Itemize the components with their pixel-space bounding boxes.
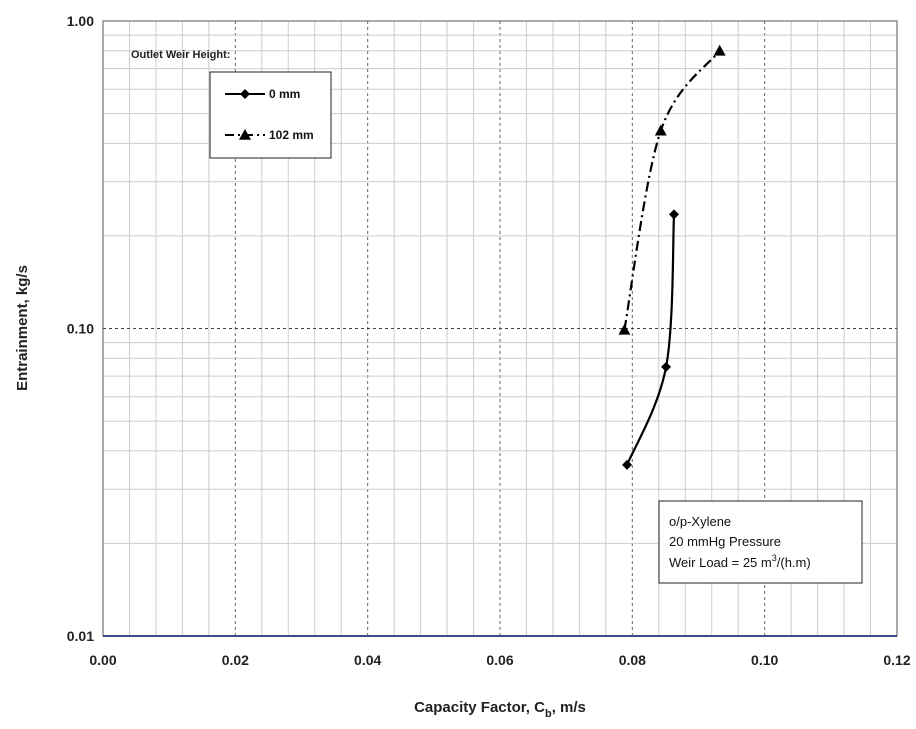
series-1-marker — [622, 459, 633, 470]
series-2-marker — [654, 124, 667, 136]
y-tick-label: 0.10 — [67, 321, 94, 337]
legend-title: Outlet Weir Height: — [131, 49, 230, 61]
series-2-marker — [618, 323, 631, 335]
y-axis-title: Entrainment, kg/s — [14, 265, 31, 391]
x-tick-label: 0.12 — [883, 652, 910, 668]
legend-marker-2 — [239, 129, 251, 140]
legend-marker-1 — [240, 89, 250, 99]
series-layer — [618, 44, 726, 470]
series-line-2 — [623, 50, 721, 331]
x-tick-label: 0.10 — [751, 652, 778, 668]
legend-label-1: 0 mm — [269, 87, 300, 101]
series-2-marker — [713, 44, 726, 56]
y-tick-label: 0.01 — [67, 628, 94, 644]
annotation-line-2: 20 mmHg Pressure — [669, 534, 781, 549]
legend-box: 0 mm 102 mm — [209, 71, 332, 159]
annotation-box: o/p-Xylene 20 mmHg Pressure Weir Load = … — [658, 500, 863, 584]
x-tick-label: 0.02 — [222, 652, 249, 668]
annotation-line-1: o/p-Xylene — [669, 514, 731, 529]
series-1-marker — [661, 361, 672, 372]
x-tick-label: 0.06 — [486, 652, 513, 668]
x-tick-label: 0.00 — [89, 652, 116, 668]
y-tick-label: 1.00 — [67, 13, 94, 29]
legend-label-2: 102 mm — [269, 128, 314, 142]
x-axis-title: Capacity Factor, Cb, m/s — [414, 699, 586, 720]
x-tick-labels: 0.00 0.02 0.04 0.06 0.08 0.10 0.12 — [89, 652, 910, 668]
legend-items: 0 mm 102 mm — [225, 87, 314, 142]
annotation-line-3: Weir Load = 25 m3/(h.m) — [669, 553, 811, 570]
y-tick-labels: 0.01 0.10 1.00 — [67, 13, 94, 644]
series-line-1 — [626, 214, 676, 466]
x-tick-label: 0.08 — [619, 652, 646, 668]
x-tick-label: 0.04 — [354, 652, 381, 668]
series-1-marker — [669, 209, 680, 220]
